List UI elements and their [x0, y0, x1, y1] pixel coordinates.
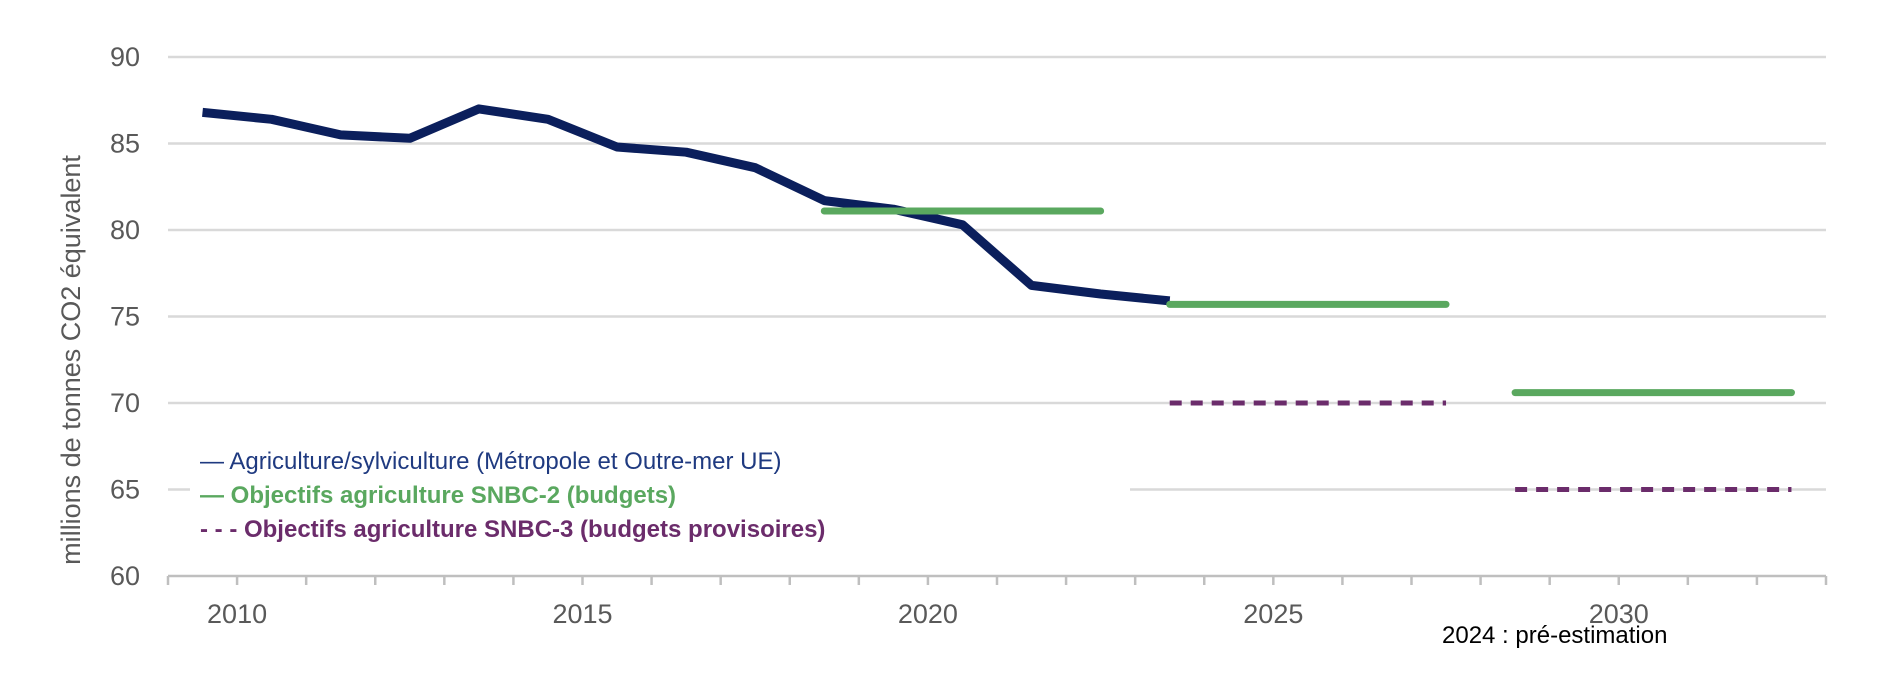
- gridlines: [168, 55, 1826, 491]
- x-axis: [166, 574, 1828, 585]
- y-tick-label-80: 80: [110, 215, 140, 245]
- x-tick-label-2010: 2010: [207, 599, 267, 629]
- y-tick-label-60: 60: [110, 561, 140, 591]
- x-tick-label-2015: 2015: [552, 599, 612, 629]
- x-tick-label-2020: 2020: [898, 599, 958, 629]
- legend-area: [190, 440, 1130, 552]
- y-axis-tick-labels: 60 65 70 75 80 85 90: [110, 42, 140, 591]
- legend-background: [190, 440, 1130, 552]
- y-tick-label-90: 90: [110, 42, 140, 72]
- y-tick-label-65: 65: [110, 475, 140, 505]
- y-tick-label-85: 85: [110, 129, 140, 159]
- y-tick-label-70: 70: [110, 388, 140, 418]
- footnote-estimation: 2024 : pré-estimation: [1442, 622, 1667, 649]
- legend: — Agriculture/sylviculture (Métropole et…: [200, 448, 825, 543]
- y-axis-label: millions de tonnes CO2 équivalent: [56, 155, 86, 565]
- series-line-agriculture: [202, 104, 1171, 306]
- x-tick-label-2025: 2025: [1243, 599, 1303, 629]
- legend-item-snbc2: — Objectifs agriculture SNBC-2 (budgets): [200, 482, 676, 509]
- legend-item-snbc3: - - - Objectifs agriculture SNBC-3 (budg…: [200, 516, 825, 543]
- y-tick-label-75: 75: [110, 302, 140, 332]
- x-tick-label-2030: 2030: [1589, 599, 1649, 629]
- data-series: [202, 104, 1795, 492]
- x-axis-tick-labels: 2010 2015 2020 2025 2030: [207, 599, 1649, 629]
- legend-item-agriculture: — Agriculture/sylviculture (Métropole et…: [200, 448, 782, 475]
